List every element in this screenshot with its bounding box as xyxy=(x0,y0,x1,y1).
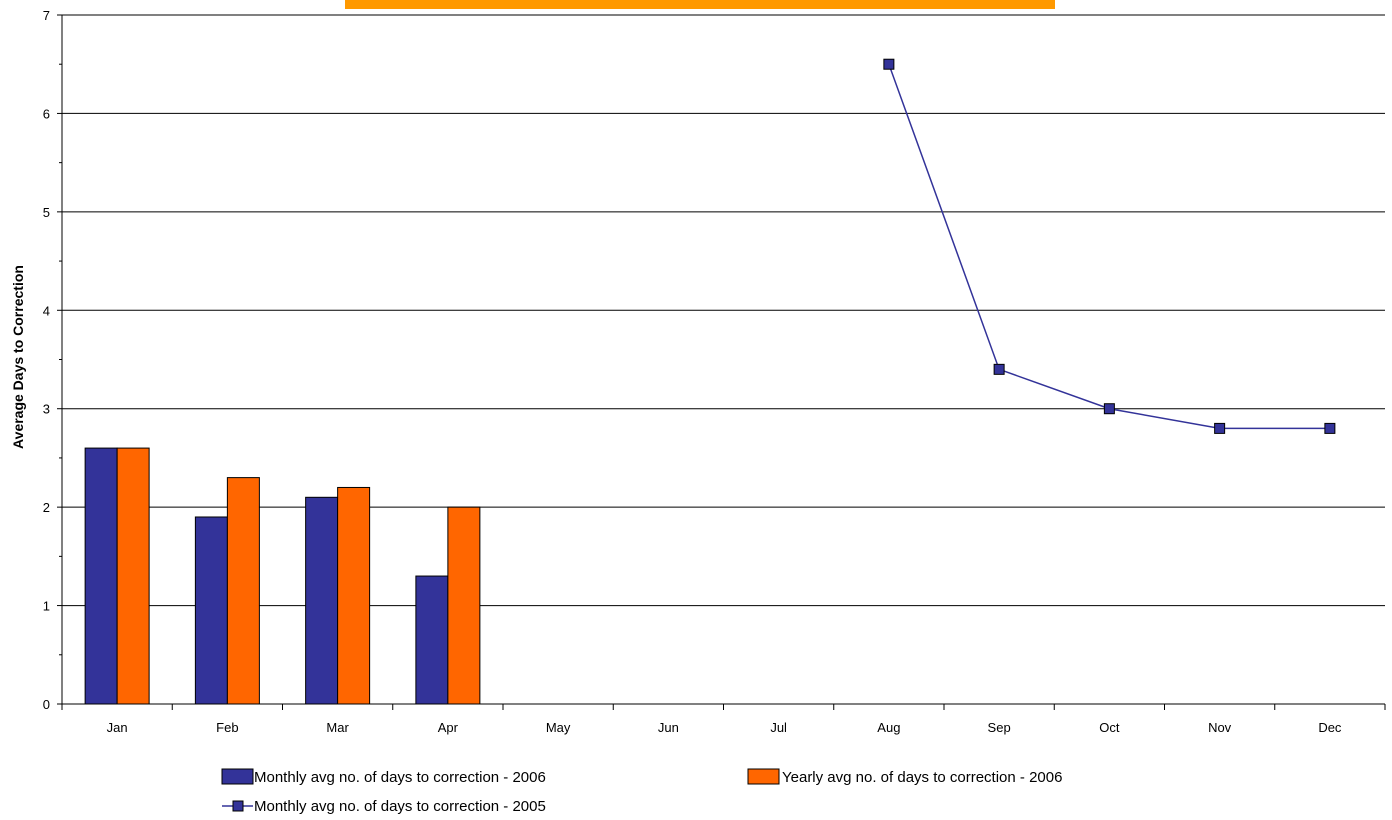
axes: 0 1 2 3 4 5 6 7 Jan Feb Mar Apr May Jun Jul Aug Sep Oct No… xyxy=(43,8,1386,735)
point-monthly-avg-no-of-days-to-correction-2005-nov xyxy=(1214,422,1226,434)
bar-monthly-avg-no-of-days-to-correction-2006-mar xyxy=(305,496,339,705)
bar-monthly-avg-no-of-days-to-correction-2006-jan xyxy=(84,447,118,705)
point-monthly-avg-no-of-days-to-correction-2005-oct xyxy=(1103,403,1115,415)
bar-yearly-avg-no-of-days-to-correction-2006-apr xyxy=(447,506,481,705)
y-tick-label-4: 4 xyxy=(43,303,50,318)
legend-swatch-monthly-2006 xyxy=(221,768,254,785)
point-monthly-avg-no-of-days-to-correction-2005-aug xyxy=(883,58,895,70)
y-tick-label-0: 0 xyxy=(43,697,50,712)
bar-monthly-avg-no-of-days-to-correction-2006-feb xyxy=(194,516,228,705)
y-tick-label-7: 7 xyxy=(43,8,50,23)
y-tick-label-2: 2 xyxy=(43,500,50,515)
legend-swatch-yearly-2006 xyxy=(747,768,780,785)
y-tick-label-5: 5 xyxy=(43,205,50,220)
bar-yearly-avg-no-of-days-to-correction-2006-mar xyxy=(337,486,371,705)
x-tick-label-aug: Aug xyxy=(877,720,900,735)
bar-yearly-avg-no-of-days-to-correction-2006-jan xyxy=(116,447,150,705)
x-tick-label-may: May xyxy=(546,720,571,735)
header-bar xyxy=(345,0,1055,9)
bars xyxy=(84,447,481,705)
legend-label-yearly-2006: Yearly avg no. of days to correction - 2… xyxy=(782,769,1062,786)
y-axis-title: Average Days to Correction xyxy=(10,265,26,449)
y-tick-label-3: 3 xyxy=(43,402,50,417)
x-tick-label-jun: Jun xyxy=(658,720,679,735)
x-tick-label-jul: Jul xyxy=(770,720,787,735)
x-tick-label-dec: Dec xyxy=(1318,720,1342,735)
x-tick-label-apr: Apr xyxy=(438,720,459,735)
point-monthly-avg-no-of-days-to-correction-2005-dec xyxy=(1324,422,1336,434)
x-tick-label-jan: Jan xyxy=(107,720,128,735)
x-tick-label-feb: Feb xyxy=(216,720,238,735)
y-tick-label-6: 6 xyxy=(43,106,50,121)
line-monthly-avg-no-of-days-to-correction-2005 xyxy=(888,63,1330,430)
gridlines xyxy=(62,14,1385,607)
legend-label-monthly-2006: Monthly avg no. of days to correction - … xyxy=(254,769,546,786)
x-tick-label-mar: Mar xyxy=(326,720,349,735)
bar-yearly-avg-no-of-days-to-correction-2006-feb xyxy=(226,477,260,705)
bar-monthly-avg-no-of-days-to-correction-2006-apr xyxy=(415,575,449,705)
legend-label-monthly-2005: Monthly avg no. of days to correction - … xyxy=(254,798,546,815)
x-tick-label-oct: Oct xyxy=(1099,720,1120,735)
x-tick-label-sep: Sep xyxy=(988,720,1011,735)
x-tick-label-nov: Nov xyxy=(1208,720,1232,735)
legend-marker-monthly-2005 xyxy=(232,800,244,812)
line-series xyxy=(883,58,1336,434)
y-tick-label-1: 1 xyxy=(43,599,50,614)
legend: Monthly avg no. of days to correction - … xyxy=(221,768,1062,815)
point-monthly-avg-no-of-days-to-correction-2005-sep xyxy=(993,363,1005,375)
